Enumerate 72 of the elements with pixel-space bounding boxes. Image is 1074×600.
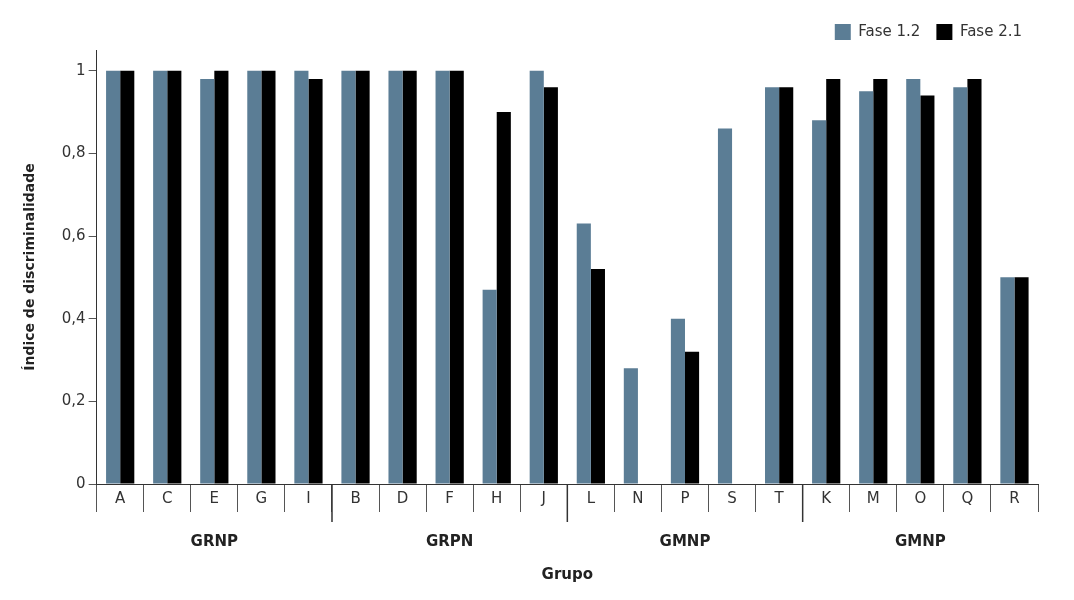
bar	[859, 91, 874, 484]
bar	[1014, 277, 1029, 484]
bar	[529, 70, 544, 484]
bar	[812, 120, 827, 484]
x-tick-label: B	[350, 488, 361, 507]
x-axis-title: Grupo	[541, 564, 594, 583]
x-tick-label: A	[115, 488, 127, 507]
bar	[482, 289, 497, 484]
bar	[953, 87, 968, 484]
x-tick-label: R	[1009, 488, 1020, 507]
y-tick-label: 1	[76, 60, 86, 79]
bar	[623, 368, 638, 484]
bar	[167, 70, 182, 484]
x-tick-label: H	[491, 488, 503, 507]
x-tick-label: O	[914, 488, 927, 507]
y-tick-label: 0	[76, 473, 86, 492]
bar	[341, 70, 356, 484]
x-tick-label: M	[866, 488, 880, 507]
y-tick-label: 0,4	[61, 308, 86, 327]
text: GRNP	[190, 531, 239, 550]
bar	[906, 78, 921, 484]
y-tick-label: 0,8	[61, 143, 86, 162]
legend-label: Fase 1.2	[858, 21, 921, 40]
bar	[214, 70, 229, 484]
x-tick-label: P	[680, 488, 690, 507]
bar	[355, 70, 370, 484]
bar	[543, 87, 558, 484]
bar	[967, 78, 982, 484]
y-tick-label: 0,2	[61, 391, 86, 410]
x-tick-label: Q	[961, 488, 974, 507]
bar	[294, 70, 309, 484]
x-tick-label: D	[396, 488, 409, 507]
bar	[308, 78, 323, 484]
bar	[247, 70, 262, 484]
x-tick-label: E	[209, 488, 220, 507]
x-tick-label: F	[445, 488, 454, 507]
y-tick-label: 0,6	[61, 225, 86, 244]
bar	[590, 269, 605, 484]
bar	[402, 70, 417, 484]
bar	[106, 70, 121, 484]
x-tick-label: I	[306, 488, 311, 507]
x-tick-label: K	[821, 488, 833, 507]
bar	[717, 128, 733, 484]
bar	[826, 78, 841, 484]
x-tick-label: G	[255, 488, 268, 507]
bar	[388, 70, 403, 484]
text: GRPN	[425, 531, 474, 550]
bar	[670, 318, 685, 484]
bar	[200, 78, 215, 484]
bar	[496, 112, 511, 484]
x-tick-label: L	[586, 488, 596, 507]
bar	[685, 351, 700, 484]
x-tick-label: N	[632, 488, 644, 507]
bar	[261, 70, 276, 484]
bar	[873, 78, 888, 484]
bar	[576, 223, 591, 484]
text: GMNP	[659, 531, 711, 550]
y-axis-title: Índice de discriminalidade	[21, 163, 38, 371]
bar	[1000, 277, 1015, 484]
bar	[920, 95, 935, 484]
x-tick-label: C	[162, 488, 173, 507]
x-tick-label: J	[540, 488, 547, 507]
bar	[449, 70, 464, 484]
bar	[153, 70, 168, 484]
bar	[779, 87, 794, 484]
bar	[120, 70, 135, 484]
x-tick-label: S	[727, 488, 737, 507]
bar	[765, 87, 780, 484]
x-tick-label: T	[773, 488, 785, 507]
legend-label: Fase 2.1	[959, 21, 1022, 40]
text: GMNP	[894, 531, 946, 550]
bar	[435, 70, 450, 484]
